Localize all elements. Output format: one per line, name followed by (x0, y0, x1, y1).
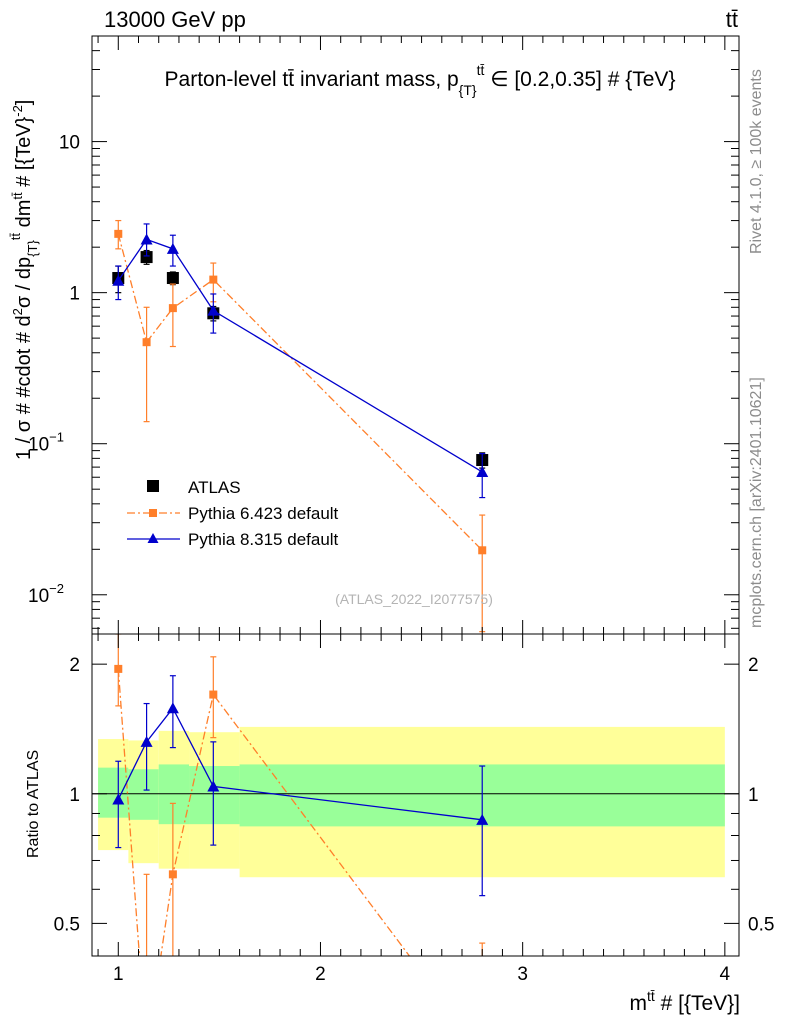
pythia-6-423-default-point (114, 229, 123, 238)
green-band-bin (98, 767, 129, 818)
green-band-bin (189, 766, 240, 825)
mcplots-label: mcplots.cern.ch [arXiv:2401.10621] (748, 377, 765, 628)
ratio-tick-label-right: 2 (748, 655, 759, 676)
green-band-bin (128, 769, 159, 820)
analysis-watermark: (ATLAS_2022_I2077575) (335, 591, 493, 607)
process-label: tt̄ (726, 7, 738, 32)
pythia-8-315-default-point (207, 304, 220, 316)
ratio-bands (92, 726, 739, 878)
legend-label-pythia6: Pythia 6.423 default (188, 504, 339, 523)
ratio-y-axis-label: Ratio to ATLAS (25, 750, 42, 858)
pythia-8-315-default-point (140, 233, 153, 245)
ratio-tick-label-right: 1 (748, 785, 759, 806)
legend-label-atlas: ATLAS (188, 478, 241, 497)
pythia-6-423-default-ratio-point (209, 690, 218, 699)
pythia-6-423-default-ratio-point (114, 664, 123, 673)
x-tick-label: 2 (315, 964, 326, 985)
atlas-point (166, 272, 179, 285)
legend-marker-pythia6 (149, 509, 157, 517)
ratio-tick-label-left: 0.5 (54, 914, 80, 935)
green-band-bin (158, 764, 190, 825)
chart-title: Parton-level tt̄ invariant mass, p{T}tt̄… (165, 62, 676, 98)
pythia-8-315-default-ratio-point (140, 735, 153, 747)
pythia-8-315-default-point (166, 242, 179, 254)
pythia-8-315-default-point (476, 465, 489, 477)
y-tick-label: 10 (59, 133, 80, 154)
atlas-point (140, 251, 153, 264)
y-tick-exponent: −1 (49, 430, 64, 445)
ratio-tick-label-left: 1 (69, 785, 80, 806)
ratio-plot-frame (91, 633, 740, 957)
pythia-8-315-default-ratio-point (476, 813, 489, 825)
pythia-6-423-default-point (142, 338, 151, 347)
legend: ATLAS Pythia 6.423 default Pythia 8.315 … (127, 478, 339, 549)
pythia-6-423-default-point (478, 546, 487, 555)
pythia-6-423-default-point (168, 304, 177, 313)
y-tick-label: 1 (69, 284, 80, 305)
pythia-8-315-default-point (112, 274, 125, 286)
ratio-tick-label-left: 2 (69, 655, 80, 676)
main-plot-series (112, 219, 489, 633)
legend-marker-atlas (147, 480, 159, 492)
pythia-8-315-default-ratio-point (207, 780, 220, 792)
axis-ticks (92, 35, 739, 956)
x-axis-label: mtt̄ # [{TeV}] (629, 988, 740, 1015)
ratio-tick-label-right: 0.5 (748, 914, 774, 935)
rivet-version-label: Rivet 4.1.0, ≥ 100k events (748, 69, 765, 254)
energy-label: 13000 GeV pp (104, 7, 246, 32)
pythia-8-315-default-ratio-point (166, 702, 179, 714)
legend-marker-pythia8 (147, 533, 159, 543)
y-axis-label: 1 / σ # #cdot # d2σ / dp{T}tt̄ dmtt̄ # [… (8, 100, 40, 460)
x-tick-label: 4 (720, 964, 731, 985)
y-tick-exponent: −2 (49, 581, 64, 596)
y-tick-label: 10−2 (28, 581, 64, 607)
pythia-6-423-default-line (117, 233, 483, 551)
pythia-6-423-default-point (209, 275, 218, 284)
x-tick-label: 3 (517, 964, 528, 985)
x-tick-label: 1 (113, 964, 124, 985)
legend-label-pythia8: Pythia 8.315 default (188, 530, 339, 549)
pythia-6-423-default-ratio-point (168, 870, 177, 879)
pythia-8-315-default-ratio-point (112, 793, 125, 805)
